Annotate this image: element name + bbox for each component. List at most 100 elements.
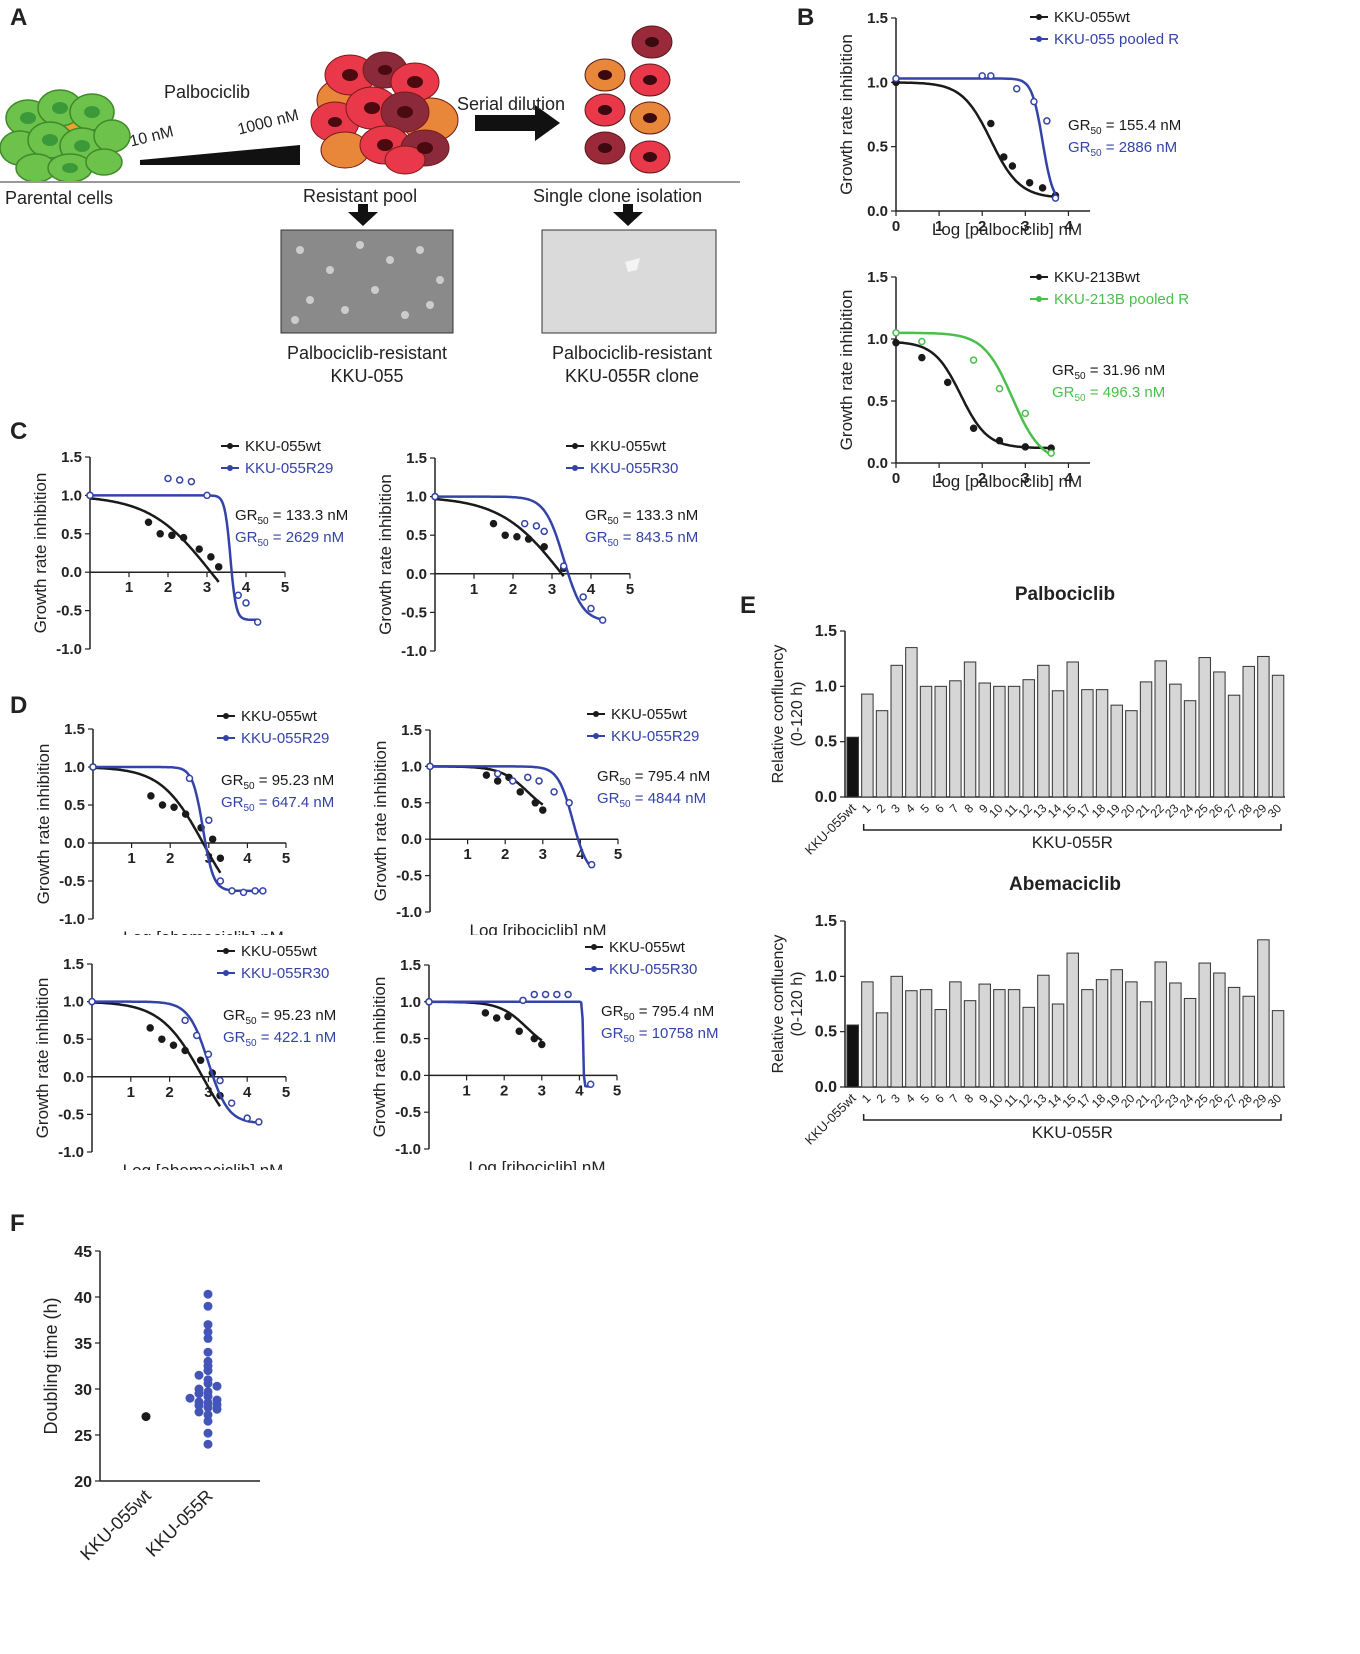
y-tick-label: 0.0 bbox=[867, 203, 888, 220]
fit-curve-1 bbox=[430, 765, 593, 869]
x-tick-label: KKU-055wt bbox=[76, 1486, 155, 1565]
panel-b-letter: B bbox=[797, 4, 815, 31]
bar bbox=[1066, 952, 1079, 1088]
x-tick-label: 8 bbox=[962, 801, 977, 816]
bar bbox=[1007, 685, 1021, 798]
bar bbox=[1110, 969, 1123, 1088]
legend-marker bbox=[223, 735, 229, 741]
data-point bbox=[987, 119, 995, 128]
fit-curve-0 bbox=[896, 81, 1056, 199]
x-tick-label: 6 bbox=[932, 1091, 947, 1106]
gr50-annotation: GR50 = 2629 nM bbox=[235, 529, 344, 549]
fit-curve-1 bbox=[429, 1000, 591, 1088]
chart-d-top-right: -1.0 -0.5 0.0 0.5 1.0 1.5 1 2 3 4 5 Growth rate inh… bbox=[371, 706, 710, 935]
data-point bbox=[86, 491, 94, 500]
legend-label: KKU-055R29 bbox=[611, 728, 699, 745]
data-point bbox=[482, 771, 491, 779]
bar bbox=[1022, 1006, 1035, 1088]
x-tick-label: 2 bbox=[165, 1084, 173, 1101]
data-point bbox=[530, 1034, 539, 1043]
x-tick-label: 4 bbox=[575, 1082, 584, 1099]
y-axis-label: Doubling time (h) bbox=[41, 1297, 61, 1434]
bar bbox=[978, 983, 991, 1088]
y-tick-label: 1.5 bbox=[867, 10, 888, 27]
data-point bbox=[492, 1014, 501, 1022]
y-tick-label: 0.0 bbox=[401, 831, 422, 848]
data-point bbox=[587, 604, 595, 613]
panel-a: A bbox=[0, 0, 740, 400]
x-tick-label: 4 bbox=[587, 581, 596, 598]
gr50-annotation: GR50 = 2886 nM bbox=[1068, 139, 1177, 159]
bar bbox=[1139, 681, 1153, 798]
bar bbox=[1022, 679, 1035, 798]
y-tick-label: -1.0 bbox=[58, 1144, 84, 1161]
data-point bbox=[1047, 449, 1055, 457]
chart-c-left: -1.0 -0.5 0.0 0.5 1.0 1.5 1 2 3 4 5 Growth rate inh… bbox=[31, 438, 348, 660]
data-point bbox=[1008, 162, 1017, 170]
x-tick-label: 1 bbox=[463, 846, 471, 863]
legend-marker bbox=[227, 465, 233, 471]
chart-c-right: -1.0 -0.5 0.0 0.5 1.0 1.5 1 2 3 4 5 Growth rate inh… bbox=[376, 438, 698, 660]
data-point bbox=[535, 777, 543, 785]
data-point bbox=[214, 563, 223, 571]
data-point bbox=[227, 1099, 236, 1107]
bar bbox=[919, 989, 933, 1088]
data-point bbox=[251, 887, 259, 895]
y-tick-label: 0.0 bbox=[815, 1079, 837, 1096]
data-point bbox=[504, 1012, 512, 1021]
x-tick-label: 2 bbox=[500, 1082, 508, 1099]
y-tick-label: -1.0 bbox=[396, 904, 422, 921]
bar bbox=[1154, 660, 1167, 798]
data-point bbox=[203, 1416, 213, 1426]
fit-curve-0 bbox=[429, 1000, 543, 1042]
y-axis-label: Growth rate inhibition bbox=[34, 744, 53, 905]
data-point bbox=[565, 799, 573, 807]
caption-clone: Palbociclib-resistant KKU-055R clone bbox=[519, 342, 745, 388]
data-point bbox=[987, 72, 995, 80]
chart-title: Palbociclib bbox=[1015, 584, 1115, 605]
legend-marker bbox=[572, 443, 578, 449]
data-point bbox=[431, 492, 439, 501]
y-tick-label: 1.0 bbox=[867, 331, 888, 348]
x-tick-label: 1 bbox=[935, 470, 943, 487]
x-tick-label: 3 bbox=[538, 1082, 546, 1099]
data-point bbox=[530, 990, 539, 999]
y-tick-label: 1.5 bbox=[815, 913, 837, 930]
panel-e-letter: E bbox=[740, 592, 757, 619]
data-point bbox=[493, 777, 502, 785]
bar bbox=[890, 664, 903, 798]
y-tick-label: 25 bbox=[74, 1428, 92, 1445]
data-point bbox=[181, 810, 190, 818]
bar bbox=[934, 1009, 947, 1088]
gr50-annotation: GR50 = 843.5 nM bbox=[585, 529, 698, 549]
data-point bbox=[194, 1384, 204, 1394]
y-tick-label: 0.5 bbox=[400, 1031, 421, 1048]
bar bbox=[1183, 700, 1197, 798]
data-point bbox=[918, 353, 926, 362]
data-point bbox=[520, 519, 529, 528]
y-axis-label: Growth rate inhibition bbox=[837, 34, 856, 195]
drug-label: Palbociclib bbox=[164, 82, 251, 102]
data-point bbox=[540, 543, 548, 551]
data-point bbox=[158, 1035, 166, 1043]
x-tick-label: 5 bbox=[613, 1082, 621, 1099]
data-point bbox=[179, 533, 188, 542]
data-point bbox=[168, 531, 176, 540]
x-tick-label: 7 bbox=[947, 801, 962, 816]
x-tick-label: 3 bbox=[203, 579, 211, 596]
x-tick-label: 0 bbox=[892, 470, 900, 487]
y-tick-label: 0.5 bbox=[406, 527, 427, 544]
legend-label: KKU-055wt bbox=[1054, 9, 1131, 26]
data-point bbox=[203, 1289, 213, 1299]
data-point bbox=[969, 356, 978, 364]
y-tick-label: 0.5 bbox=[61, 526, 82, 543]
y-tick-label: 1.5 bbox=[401, 722, 422, 739]
legend-label: KKU-055R30 bbox=[590, 460, 678, 477]
serial-dilution-label: Serial dilution bbox=[457, 94, 566, 114]
y-tick-label: -1.0 bbox=[56, 641, 82, 658]
bar bbox=[1213, 972, 1226, 1088]
y-tick-label: -0.5 bbox=[395, 1104, 421, 1121]
legend-label: KKU-055R30 bbox=[241, 965, 329, 982]
x-axis-label: Log [palbociclib] nM bbox=[932, 220, 1082, 239]
data-point bbox=[164, 474, 172, 483]
